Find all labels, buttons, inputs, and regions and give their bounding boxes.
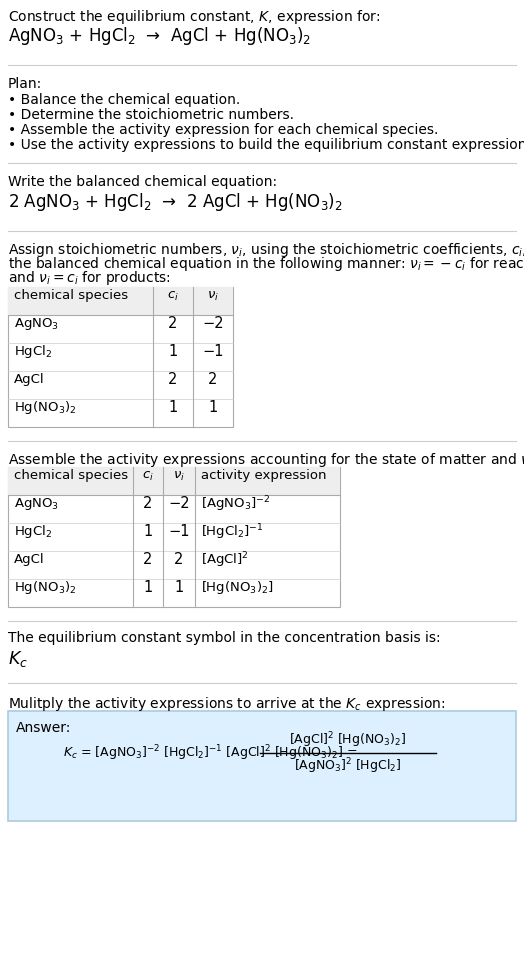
Text: the balanced chemical equation in the following manner: $\nu_i = -c_i$ for react: the balanced chemical equation in the fo… [8, 255, 524, 273]
Text: [AgNO$_3$]$^{-2}$: [AgNO$_3$]$^{-2}$ [201, 494, 270, 514]
Text: Mulitply the activity expressions to arrive at the $K_c$ expression:: Mulitply the activity expressions to arr… [8, 695, 445, 713]
Text: 2: 2 [174, 552, 184, 568]
Bar [8, 467, 340, 495]
Text: • Use the activity expressions to build the equilibrium constant expression.: • Use the activity expressions to build … [8, 138, 524, 152]
Text: $c_i$: $c_i$ [167, 290, 179, 302]
Text: Assign stoichiometric numbers, $\nu_i$, using the stoichiometric coefficients, $: Assign stoichiometric numbers, $\nu_i$, … [8, 241, 524, 259]
Text: 2: 2 [168, 316, 178, 332]
Text: HgCl$_2$: HgCl$_2$ [14, 343, 52, 361]
Text: AgNO$_3$ + HgCl$_2$  →  AgCl + Hg(NO$_3$)$_2$: AgNO$_3$ + HgCl$_2$ → AgCl + Hg(NO$_3$)$… [8, 25, 311, 47]
Text: Write the balanced chemical equation:: Write the balanced chemical equation: [8, 175, 277, 189]
Text: $\nu_i$: $\nu_i$ [207, 290, 219, 302]
Bar [8, 711, 516, 821]
Text: −1: −1 [168, 525, 190, 540]
Text: chemical species: chemical species [14, 470, 128, 482]
Text: AgCl: AgCl [14, 373, 45, 386]
Text: 2: 2 [143, 552, 152, 568]
Text: 1: 1 [168, 401, 178, 415]
Text: [Hg(NO$_3$)$_2$]: [Hg(NO$_3$)$_2$] [201, 579, 274, 596]
Text: [HgCl$_2$]$^{-1}$: [HgCl$_2$]$^{-1}$ [201, 523, 264, 542]
Text: Plan:: Plan: [8, 77, 42, 91]
Text: [AgNO$_3$]$^2$ [HgCl$_2$]: [AgNO$_3$]$^2$ [HgCl$_2$] [294, 757, 402, 776]
Bar [8, 287, 233, 427]
Bar [8, 467, 340, 607]
Text: 1: 1 [174, 580, 183, 596]
Text: $K_c$ = [AgNO$_3$]$^{-2}$ [HgCl$_2$]$^{-1}$ [AgCl]$^2$ [Hg(NO$_3$)$_2$] =: $K_c$ = [AgNO$_3$]$^{-2}$ [HgCl$_2$]$^{-… [63, 743, 357, 762]
Text: chemical species: chemical species [14, 290, 128, 302]
Text: The equilibrium constant symbol in the concentration basis is:: The equilibrium constant symbol in the c… [8, 631, 441, 645]
Text: AgNO$_3$: AgNO$_3$ [14, 496, 59, 512]
Text: [AgCl]$^2$ [Hg(NO$_3$)$_2$]: [AgCl]$^2$ [Hg(NO$_3$)$_2$] [289, 730, 407, 750]
Text: −1: −1 [202, 344, 224, 360]
Text: 1: 1 [209, 401, 217, 415]
Text: $K_c$: $K_c$ [8, 649, 28, 669]
Text: 1: 1 [144, 525, 152, 540]
Text: 1: 1 [168, 344, 178, 360]
Text: 1: 1 [144, 580, 152, 596]
Text: $\nu_i$: $\nu_i$ [173, 470, 185, 482]
Text: −2: −2 [202, 316, 224, 332]
Text: HgCl$_2$: HgCl$_2$ [14, 524, 52, 541]
Text: Construct the equilibrium constant, $K$, expression for:: Construct the equilibrium constant, $K$,… [8, 8, 380, 26]
Text: AgNO$_3$: AgNO$_3$ [14, 316, 59, 332]
Bar [8, 287, 233, 315]
Text: −2: −2 [168, 497, 190, 511]
Text: and $\nu_i = c_i$ for products:: and $\nu_i = c_i$ for products: [8, 269, 171, 287]
Text: 2 AgNO$_3$ + HgCl$_2$  →  2 AgCl + Hg(NO$_3$)$_2$: 2 AgNO$_3$ + HgCl$_2$ → 2 AgCl + Hg(NO$_… [8, 191, 343, 213]
Text: Assemble the activity expressions accounting for the state of matter and $\nu_i$: Assemble the activity expressions accoun… [8, 451, 524, 469]
Text: • Determine the stoichiometric numbers.: • Determine the stoichiometric numbers. [8, 108, 294, 122]
Text: Hg(NO$_3$)$_2$: Hg(NO$_3$)$_2$ [14, 579, 77, 596]
Text: Hg(NO$_3$)$_2$: Hg(NO$_3$)$_2$ [14, 400, 77, 416]
Text: Answer:: Answer: [16, 721, 71, 735]
Text: 2: 2 [168, 372, 178, 387]
Text: AgCl: AgCl [14, 553, 45, 567]
Text: $c_i$: $c_i$ [142, 470, 154, 482]
Text: • Balance the chemical equation.: • Balance the chemical equation. [8, 93, 240, 107]
Text: • Assemble the activity expression for each chemical species.: • Assemble the activity expression for e… [8, 123, 439, 137]
Text: 2: 2 [143, 497, 152, 511]
Text: [AgCl]$^2$: [AgCl]$^2$ [201, 550, 249, 570]
Text: 2: 2 [209, 372, 217, 387]
Text: activity expression: activity expression [201, 470, 326, 482]
